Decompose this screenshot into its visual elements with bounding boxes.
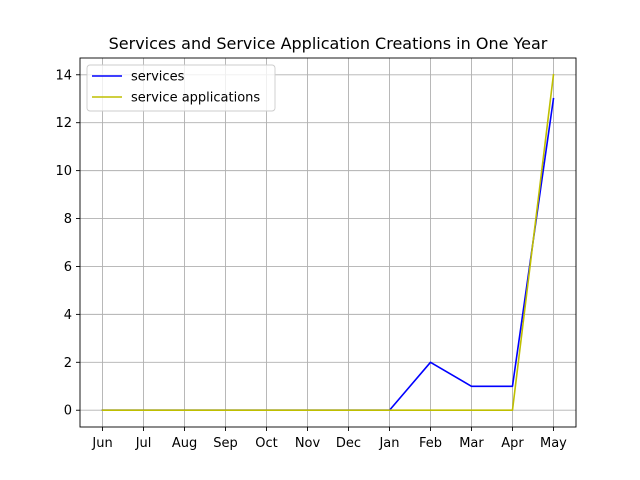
y-tick-label: 8: [64, 212, 72, 227]
y-tick-label: 14: [55, 68, 72, 83]
legend-label: service applications: [131, 91, 260, 106]
legend-box: [86, 64, 276, 112]
x-tick-label: Feb: [419, 436, 442, 451]
x-tick-label: Aug: [172, 436, 197, 451]
plot-area-frame: [79, 57, 577, 428]
x-tick-label: Jan: [378, 436, 399, 451]
y-tick-label: 10: [55, 164, 72, 179]
grid-lines: [80, 58, 576, 427]
y-tick-label: 12: [55, 116, 72, 131]
x-tick-label: Sep: [213, 436, 238, 451]
chart-title: Services and Service Application Creatio…: [109, 34, 548, 53]
x-tick-label: Jun: [91, 436, 112, 451]
y-tick-label: 4: [64, 308, 72, 323]
x-tick-label: Mar: [459, 436, 484, 451]
x-tick-label: Apr: [501, 436, 524, 451]
x-axis: Jun Jul Aug Sep Oct Nov Dec Jan Feb Mar Apr May: [91, 427, 567, 451]
y-axis: 0 2 4 6 8 10 12 14: [55, 68, 80, 419]
series-line-1: [101, 97, 555, 412]
series-lines: [101, 73, 555, 412]
y-tick-label: 2: [64, 356, 72, 371]
legend-label: services: [131, 70, 185, 85]
legend: services service applications: [86, 64, 276, 112]
x-tick-label: May: [540, 436, 567, 451]
x-tick-label: Nov: [295, 436, 321, 451]
y-tick-label: 6: [64, 260, 72, 275]
series-line-2: [101, 73, 555, 412]
x-tick-label: Oct: [255, 436, 277, 451]
x-tick-label: Jul: [135, 436, 152, 451]
x-tick-label: Dec: [336, 436, 361, 451]
y-tick-label: 0: [64, 404, 72, 419]
